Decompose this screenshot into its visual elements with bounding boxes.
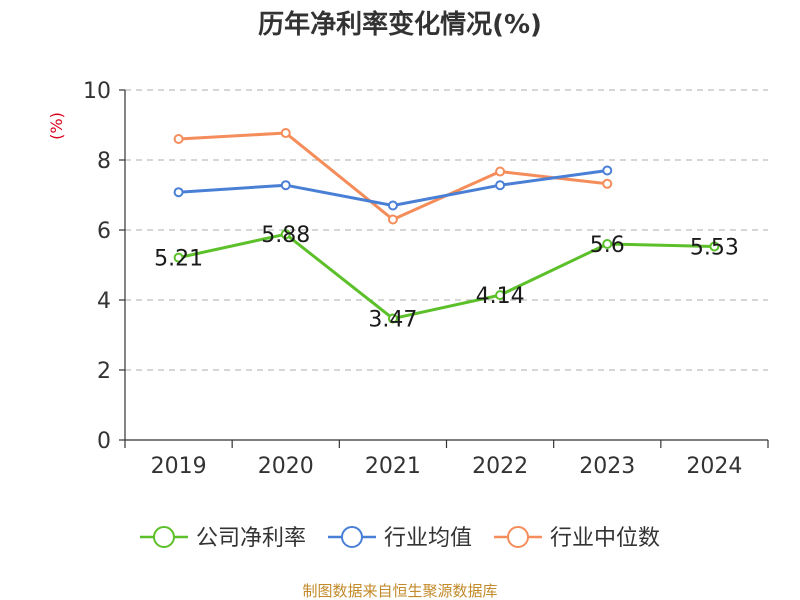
y-tick-label: 2 bbox=[97, 359, 111, 384]
x-tick-label: 2021 bbox=[365, 454, 421, 479]
series-point bbox=[387, 214, 398, 225]
y-axis-unit-label: (%) bbox=[47, 112, 66, 140]
series-point bbox=[280, 229, 291, 240]
series-point bbox=[602, 239, 613, 249]
chart-title: 历年净利率变化情况(%) bbox=[258, 9, 542, 40]
legend-label: 行业均值 bbox=[384, 526, 472, 551]
legend-label: 公司净利率 bbox=[196, 526, 306, 551]
data-label: 5.53 bbox=[690, 235, 739, 260]
series-point bbox=[387, 313, 398, 324]
series-point bbox=[280, 128, 291, 139]
series-point bbox=[495, 180, 506, 191]
series-point bbox=[280, 180, 291, 191]
series-point bbox=[173, 252, 184, 263]
data-label: 5.88 bbox=[261, 223, 310, 248]
series-point bbox=[387, 200, 398, 211]
y-tick-label: 8 bbox=[97, 149, 111, 174]
axes: 0 2 4 6 8 10 2019 2020 2021 2022 2023 2024 bbox=[83, 79, 769, 479]
legend-item[interactable]: 行业均值 bbox=[327, 526, 472, 551]
series-point bbox=[709, 241, 720, 252]
series-point bbox=[173, 134, 184, 144]
series-point bbox=[602, 178, 613, 189]
series-point bbox=[602, 165, 613, 176]
y-tick-label: 10 bbox=[83, 79, 111, 104]
data-label: 3.47 bbox=[368, 308, 417, 333]
gridlines bbox=[125, 89, 768, 371]
x-tick-label: 2020 bbox=[258, 454, 314, 479]
series-point bbox=[173, 187, 184, 198]
x-tick-label: 2019 bbox=[151, 454, 207, 479]
series-point bbox=[495, 290, 506, 301]
legend-marker-icon bbox=[340, 526, 363, 548]
data-label: 4.14 bbox=[476, 284, 525, 309]
legend-marker-icon bbox=[152, 526, 175, 548]
legend-item[interactable]: 行业中位数 bbox=[494, 526, 660, 551]
series-point bbox=[495, 166, 506, 177]
y-tick-label: 0 bbox=[97, 429, 111, 454]
y-tick-label: 4 bbox=[97, 289, 111, 314]
data-labels: 5.21 5.88 3.47 4.14 5.6 5.53 bbox=[154, 223, 739, 332]
x-tick-label: 2023 bbox=[579, 454, 635, 479]
legend: 公司净利率 行业均值 行业中位数 bbox=[139, 526, 660, 551]
series-lines bbox=[173, 128, 720, 324]
x-tick-label: 2024 bbox=[686, 454, 742, 479]
legend-marker-icon bbox=[507, 526, 530, 548]
series-line bbox=[178, 232, 715, 321]
y-tick-label: 6 bbox=[97, 219, 111, 244]
legend-label: 行业中位数 bbox=[550, 526, 660, 551]
x-tick-label: 2022 bbox=[472, 454, 528, 479]
data-label: 5.21 bbox=[154, 247, 203, 272]
legend-item[interactable]: 公司净利率 bbox=[139, 526, 306, 551]
data-label: 5.6 bbox=[590, 233, 625, 258]
data-source-note: 制图数据来自恒生聚源数据库 bbox=[302, 582, 497, 600]
